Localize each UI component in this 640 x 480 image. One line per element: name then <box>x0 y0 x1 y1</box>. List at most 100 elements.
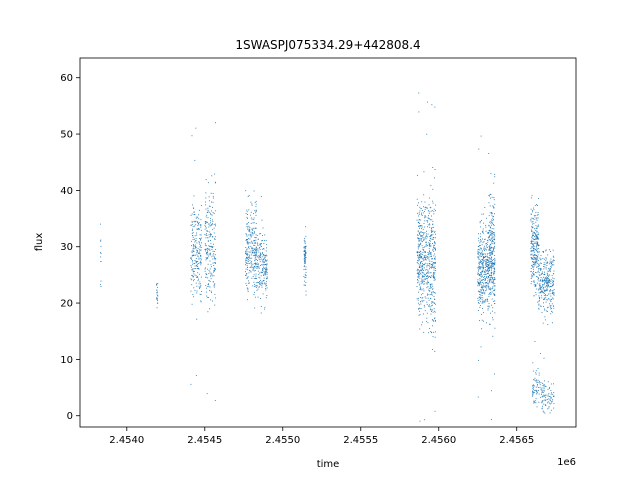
scatter-point <box>490 247 492 249</box>
scatter-point <box>543 274 545 276</box>
scatter-point <box>546 284 548 286</box>
scatter-point <box>304 284 306 286</box>
scatter-point <box>248 272 250 274</box>
scatter-point <box>530 218 532 220</box>
scatter-point <box>482 302 484 304</box>
scatter-point <box>420 273 422 275</box>
scatter-point <box>483 284 485 286</box>
scatter-point <box>192 263 194 265</box>
scatter-point <box>434 277 436 279</box>
scatter-point <box>535 372 537 374</box>
scatter-point <box>247 277 248 279</box>
scatter-point <box>479 278 481 279</box>
scatter-point <box>257 245 259 246</box>
scatter-point <box>263 243 265 245</box>
scatter-point <box>256 235 258 237</box>
scatter-point <box>420 253 422 254</box>
scatter-point <box>265 269 267 271</box>
scatter-point <box>245 233 247 235</box>
scatter-point <box>263 255 265 257</box>
scatter-point <box>250 271 252 273</box>
scatter-point <box>426 101 428 103</box>
scatter-point <box>432 274 434 276</box>
scatter-point <box>547 381 549 383</box>
scatter-point <box>209 252 211 254</box>
scatter-point <box>546 264 548 266</box>
scatter-point <box>477 257 479 258</box>
scatter-point <box>428 299 430 301</box>
scatter-point <box>480 284 482 285</box>
scatter-point <box>260 298 261 299</box>
scatter-point <box>533 254 535 255</box>
scatter-point <box>550 401 552 403</box>
scatter-point <box>248 256 250 258</box>
scatter-point <box>490 238 492 240</box>
scatter-point <box>538 274 540 276</box>
scatter-point <box>484 256 486 258</box>
scatter-point <box>198 242 200 243</box>
scatter-point <box>536 267 538 269</box>
scatter-point <box>254 265 256 267</box>
scatter-point <box>533 258 535 260</box>
scatter-point <box>550 306 552 308</box>
scatter-point <box>304 254 306 256</box>
scatter-point <box>265 267 267 269</box>
scatter-point <box>551 298 553 300</box>
scatter-point <box>434 298 435 300</box>
scatter-point <box>418 281 420 283</box>
scatter-point <box>479 291 481 293</box>
scatter-point <box>253 190 255 192</box>
scatter-point <box>425 273 427 275</box>
scatter-point <box>420 288 422 290</box>
scatter-point <box>420 225 422 227</box>
scatter-point <box>492 249 494 251</box>
scatter-point <box>304 258 306 260</box>
scatter-point <box>480 294 482 296</box>
scatter-point <box>542 385 544 386</box>
scatter-point <box>418 304 420 306</box>
scatter-point <box>481 302 483 304</box>
scatter-point <box>255 282 257 284</box>
scatter-point <box>260 253 262 255</box>
scatter-point <box>421 214 423 216</box>
scatter-point <box>205 277 207 278</box>
scatter-point <box>194 221 196 223</box>
scatter-point <box>247 269 249 271</box>
scatter-point <box>486 269 488 271</box>
scatter-point <box>536 227 538 229</box>
scatter-point <box>303 265 305 267</box>
scatter-point <box>260 233 262 235</box>
scatter-point <box>550 409 552 411</box>
scatter-point <box>530 274 532 276</box>
scatter-point <box>491 212 492 213</box>
scatter-point <box>488 288 490 289</box>
scatter-point <box>435 248 436 250</box>
scatter-point <box>551 264 553 266</box>
scatter-point <box>249 251 251 253</box>
scatter-point <box>305 268 307 270</box>
scatter-point <box>208 226 210 228</box>
scatter-point <box>193 262 195 264</box>
scatter-point <box>538 277 539 279</box>
scatter-point <box>535 389 537 391</box>
scatter-point <box>264 273 266 275</box>
scatter-point <box>429 218 431 220</box>
scatter-point <box>419 225 421 226</box>
scatter-point <box>486 265 488 267</box>
scatter-point <box>491 277 493 279</box>
scatter-point <box>425 243 427 245</box>
scatter-point <box>246 254 248 256</box>
scatter-point <box>534 233 536 235</box>
scatter-point <box>544 316 546 318</box>
scatter-point <box>191 252 193 254</box>
scatter-point <box>486 282 488 284</box>
scatter-point <box>533 282 535 284</box>
scatter-point <box>424 259 426 261</box>
scatter-point <box>254 245 256 246</box>
scatter-point <box>191 303 193 305</box>
scatter-point <box>434 292 436 294</box>
scatter-point <box>205 237 207 239</box>
scatter-point <box>214 173 216 175</box>
scatter-point <box>427 280 429 282</box>
scatter-point <box>487 272 489 274</box>
